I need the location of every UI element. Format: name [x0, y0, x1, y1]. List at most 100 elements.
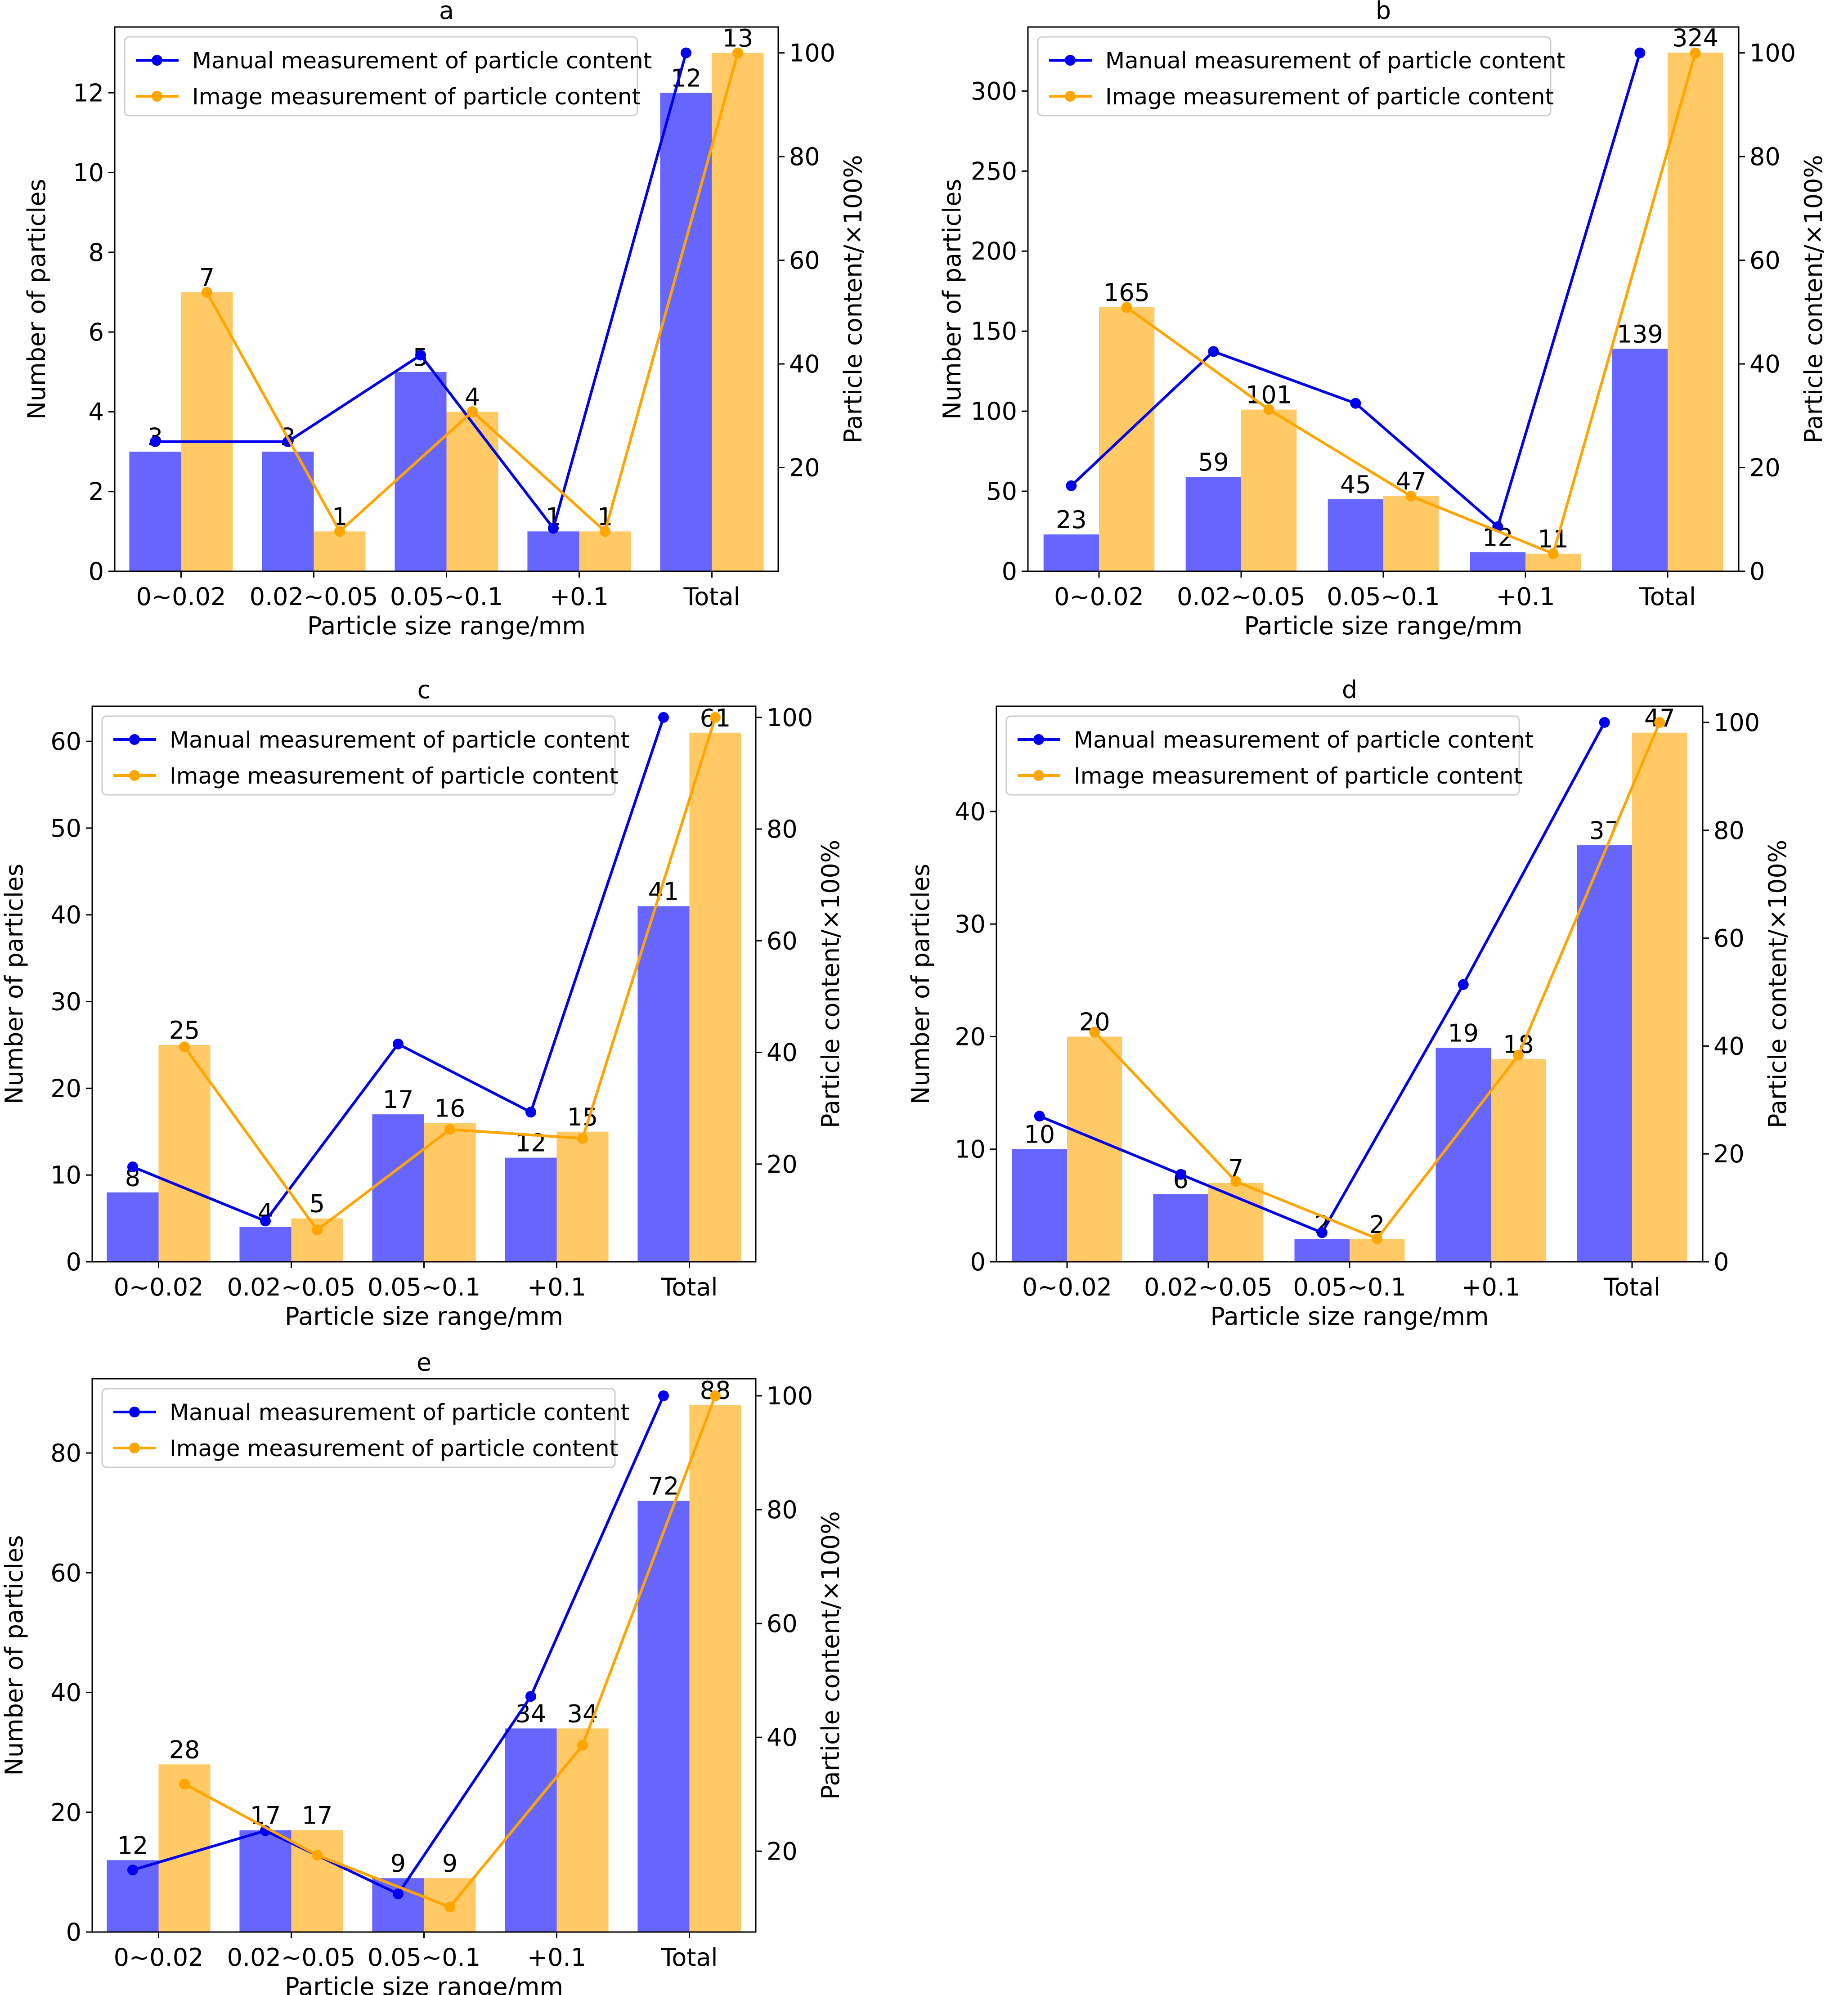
y2-tick-label: 100 — [789, 39, 835, 67]
bar-manual-2 — [1328, 499, 1383, 571]
y2-tick-label: 60 — [767, 927, 798, 955]
bar-label-manual-1: 17 — [250, 1802, 281, 1830]
y2-tick-label: 80 — [1713, 816, 1745, 845]
y2-axis-label: Particle content/×100% — [839, 155, 867, 443]
line-point-image-2 — [444, 1901, 456, 1913]
x-axis-label: Particle size range/mm — [307, 612, 586, 640]
bar-manual-2 — [372, 1114, 424, 1262]
x-tick-label-1: 0.02~0.05 — [1144, 1273, 1273, 1301]
y2-tick-label: 20 — [767, 1837, 798, 1865]
legend-label-image: Image measurement of particle content — [1074, 763, 1522, 789]
y2-axis-label: Particle content/×100% — [816, 840, 845, 1128]
bar-manual-4 — [637, 1501, 690, 1932]
line-point-manual-0 — [127, 1865, 138, 1876]
y2-tick-label: 0 — [1749, 557, 1765, 586]
y-axis-label: Number of particles — [0, 864, 28, 1104]
x-tick-label-4: Total — [1603, 1273, 1660, 1301]
y2-tick-label: 80 — [767, 815, 798, 843]
bar-manual-1 — [1185, 477, 1241, 571]
line-point-manual-4 — [1599, 717, 1610, 728]
bar-label-image-2: 9 — [442, 1849, 458, 1878]
chart-panel-d: 10621937207218470~0.020.02~0.050.05~0.1+… — [906, 676, 1792, 1331]
legend-marker-manual — [1033, 734, 1044, 745]
line-point-image-1 — [312, 1850, 323, 1861]
legend-marker-manual — [152, 55, 162, 66]
y-tick-label: 20 — [50, 1074, 81, 1103]
legend-box — [1005, 715, 1520, 796]
line-point-manual-0 — [1034, 1111, 1045, 1122]
legend-marker-image — [1033, 770, 1044, 781]
x-tick-label-2: 0.05~0.1 — [1293, 1273, 1406, 1301]
x-axis-label: Particle size range/mm — [285, 1973, 563, 1995]
bar-image-2 — [446, 412, 498, 571]
bar-image-0 — [1099, 307, 1155, 571]
y-tick-label: 60 — [50, 727, 81, 756]
bar-image-3 — [579, 531, 631, 571]
bar-image-2 — [1383, 496, 1439, 571]
y-tick-label: 60 — [50, 1559, 81, 1587]
y2-tick-label: 100 — [767, 1382, 813, 1410]
y2-tick-label: 0 — [1713, 1248, 1729, 1276]
y-tick-label: 20 — [955, 1022, 986, 1051]
bar-label-image-1: 5 — [309, 1190, 325, 1218]
bar-label-image-3: 34 — [567, 1699, 598, 1728]
legend-label-image: Image measurement of particle content — [170, 1435, 618, 1462]
x-tick-label-0: 0~0.02 — [1022, 1273, 1112, 1301]
bar-image-3 — [1491, 1059, 1546, 1262]
bar-label-manual-4: 139 — [1617, 320, 1663, 348]
x-tick-label-1: 0.02~0.05 — [227, 1273, 356, 1301]
y2-tick-label: 60 — [1713, 924, 1745, 953]
x-tick-label-2: 0.05~0.1 — [368, 1943, 480, 1972]
y-tick-label: 10 — [50, 1161, 81, 1189]
legend-label-manual: Manual measurement of particle content — [170, 1399, 629, 1426]
bar-label-manual-2: 17 — [383, 1085, 414, 1114]
x-tick-label-1: 0.02~0.05 — [1177, 583, 1305, 611]
y-tick-label: 0 — [89, 557, 104, 586]
bar-image-1 — [314, 531, 366, 571]
chart-panel-c: 841712412551615610~0.020.02~0.050.05~0.1… — [0, 676, 845, 1331]
y2-tick-label: 100 — [1749, 39, 1796, 67]
y-tick-label: 12 — [73, 79, 104, 107]
y2-tick-label: 40 — [789, 350, 820, 378]
x-tick-label-2: 0.05~0.1 — [368, 1273, 480, 1301]
line-manual — [1070, 52, 1642, 529]
line-point-manual-3 — [547, 523, 559, 534]
legend-label-image: Image measurement of particle content — [192, 84, 641, 110]
bar-manual-0 — [129, 452, 181, 571]
bar-manual-4 — [1577, 845, 1632, 1262]
y-tick-label: 2 — [89, 478, 104, 506]
legend: Manual measurement of particle content Im… — [1005, 715, 1534, 796]
line-point-image-3 — [577, 1133, 588, 1144]
y2-tick-label: 60 — [1749, 247, 1781, 275]
legend-marker-manual — [129, 734, 140, 745]
line-point-image-1 — [334, 526, 345, 537]
y-tick-label: 10 — [955, 1135, 986, 1164]
y2-axis-label: Particle content/×100% — [1799, 155, 1828, 443]
y2-tick-label: 20 — [1713, 1140, 1745, 1168]
bar-image-3 — [556, 1131, 609, 1262]
y-tick-label: 0 — [66, 1918, 81, 1946]
line-point-image-0 — [179, 1778, 190, 1789]
bar-label-image-4: 324 — [1672, 24, 1718, 52]
line-point-image-3 — [1547, 548, 1559, 559]
y-axis-label: Number of particles — [0, 1535, 28, 1775]
legend-marker-image — [152, 91, 162, 102]
line-point-image-1 — [1230, 1176, 1242, 1187]
x-tick-label-3: +0.1 — [527, 1273, 586, 1301]
legend-label-manual: Manual measurement of particle content — [170, 727, 629, 753]
y-tick-label: 250 — [971, 157, 1017, 185]
line-point-image-4 — [710, 1390, 721, 1401]
bar-label-manual-0: 23 — [1056, 506, 1087, 534]
bar-manual-1 — [1153, 1194, 1208, 1262]
y-tick-label: 0 — [1002, 557, 1017, 586]
legend-box — [101, 1388, 616, 1468]
line-point-image-2 — [444, 1124, 456, 1135]
line-point-manual-1 — [1175, 1169, 1186, 1180]
y-tick-label: 200 — [971, 237, 1017, 265]
legend-label-manual: Manual measurement of particle content — [1074, 727, 1534, 753]
line-point-image-4 — [710, 712, 721, 723]
bar-label-manual-3: 19 — [1448, 1019, 1479, 1048]
bar-label-image-0: 165 — [1103, 278, 1150, 307]
legend-box — [1037, 36, 1552, 117]
